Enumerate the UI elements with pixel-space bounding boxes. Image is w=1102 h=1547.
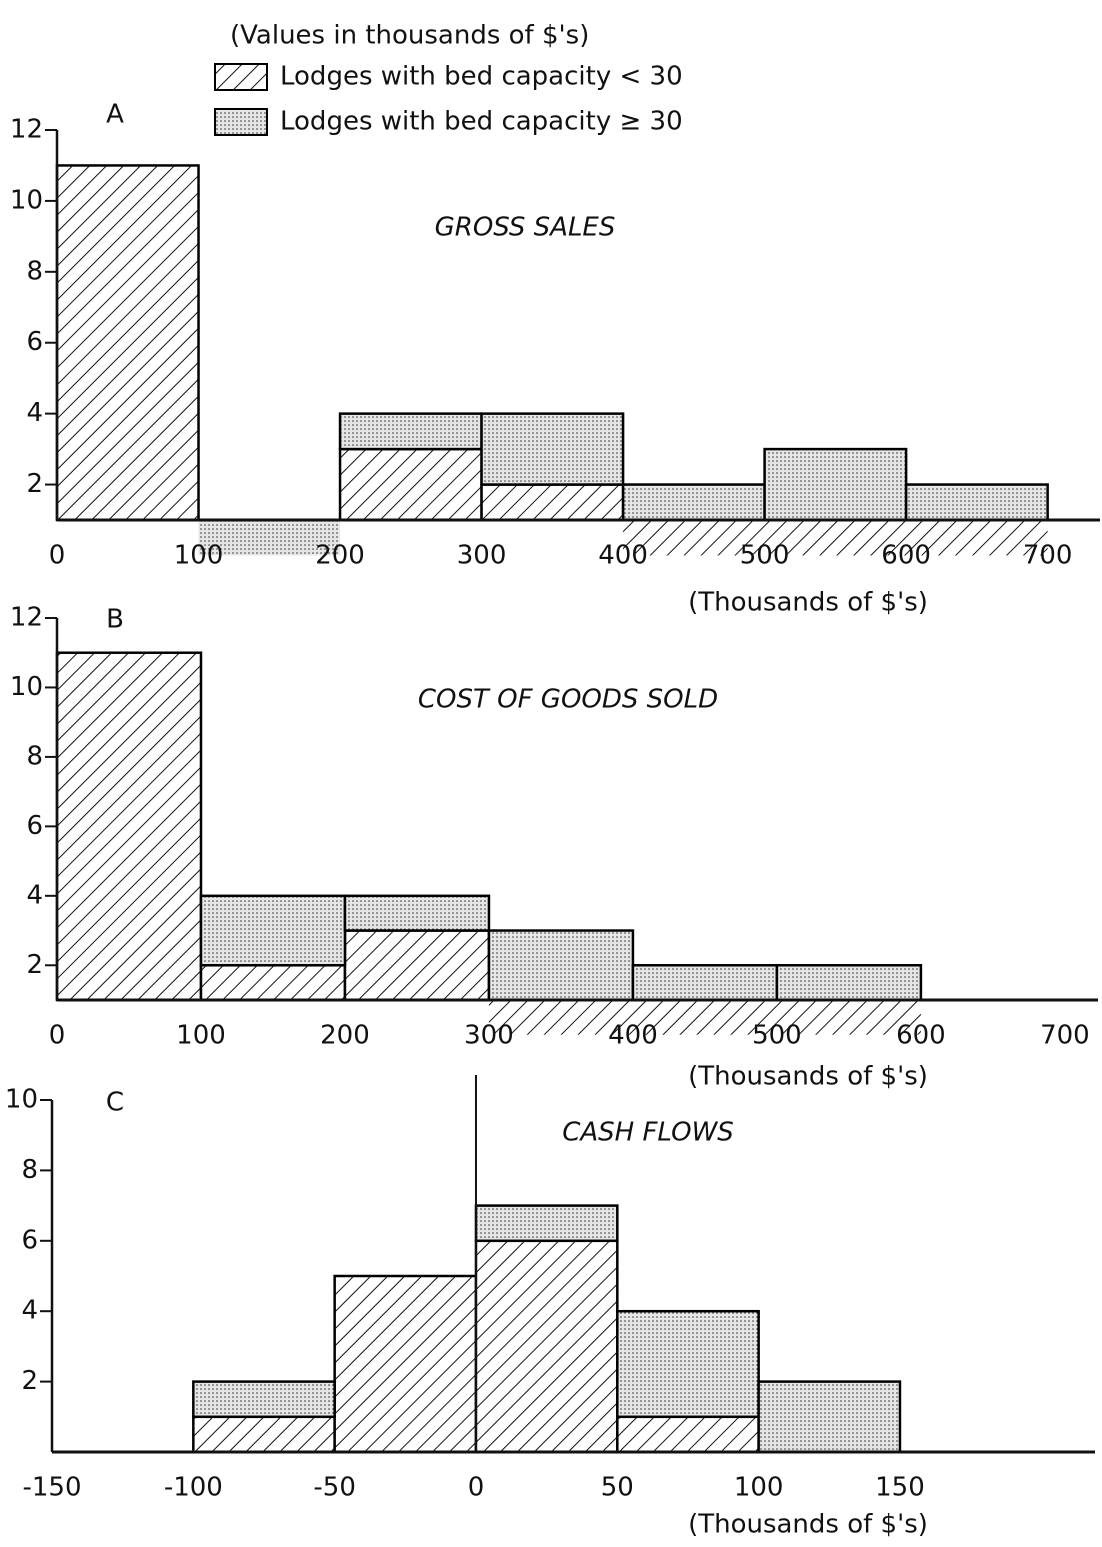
bar [198, 520, 341, 556]
y-tick-label: 10 [5, 1085, 38, 1115]
y-tick-label: 10 [10, 672, 43, 702]
bar [338, 447, 483, 522]
x-tick-label: 700 [1040, 1021, 1090, 1051]
bar [623, 520, 765, 556]
chart-title: GROSS SALES [435, 213, 616, 243]
x-axis-label: (Thousands of $'s) [688, 588, 928, 618]
x-tick-label: 0 [468, 1473, 485, 1503]
x-tick-label: 0 [49, 541, 66, 571]
y-tick-label: 4 [26, 880, 43, 910]
bar [338, 412, 483, 451]
bar [55, 164, 200, 522]
x-tick-label: 100 [176, 1021, 226, 1051]
x-tick-label: 600 [896, 1021, 946, 1051]
bar [775, 964, 923, 1002]
bar [488, 1000, 633, 1035]
x-axis-label: (Thousands of $'s) [688, 1510, 928, 1540]
x-tick-label: 200 [320, 1021, 370, 1051]
bar [904, 483, 1049, 522]
bar [621, 483, 766, 522]
x-tick-label: 150 [875, 1473, 925, 1503]
y-tick-label: 12 [10, 115, 43, 145]
y-tick-label: 2 [21, 1366, 38, 1396]
bar [480, 483, 625, 522]
bar [776, 1000, 921, 1035]
y-tick-label: 6 [26, 811, 43, 841]
y-tick-label: 4 [26, 398, 43, 428]
bar [906, 520, 1048, 556]
x-axis-label: (Thousands of $'s) [688, 1062, 928, 1092]
x-tick-label: 600 [881, 541, 931, 571]
x-tick-label: 200 [315, 541, 365, 571]
bar [192, 1415, 336, 1454]
panel-label: A [106, 100, 124, 130]
legend-label: Lodges with bed capacity < 30 [280, 62, 683, 92]
bar [763, 447, 908, 522]
bar [55, 651, 203, 1002]
bar [199, 894, 347, 967]
chart-title: COST OF GOODS SOLD [418, 685, 718, 715]
bar [487, 929, 635, 1002]
legend-label: Lodges with bed capacity ≥ 30 [280, 107, 683, 137]
chart-title: CASH FLOWS [562, 1118, 734, 1148]
y-tick-label: 8 [26, 741, 43, 771]
y-tick-label: 6 [26, 327, 43, 357]
bar [333, 1274, 478, 1454]
x-tick-label: 400 [598, 541, 648, 571]
legend-swatch [214, 108, 268, 136]
y-tick-label: 10 [10, 185, 43, 215]
panel-label: B [106, 605, 124, 635]
y-tick-label: 2 [26, 469, 43, 499]
x-tick-label: 500 [752, 1021, 802, 1051]
bar [343, 894, 491, 932]
y-tick-label: 8 [26, 256, 43, 286]
x-tick-label: 100 [174, 541, 224, 571]
bar [632, 1000, 777, 1035]
bar [757, 1380, 902, 1454]
bar [474, 1239, 619, 1454]
x-tick-label: 100 [734, 1473, 784, 1503]
x-tick-label: -50 [313, 1473, 355, 1503]
legend-title: (Values in thousands of $'s) [230, 21, 589, 51]
bar [616, 1415, 760, 1454]
y-tick-label: 2 [26, 950, 43, 980]
y-tick-label: 8 [21, 1155, 38, 1185]
x-tick-label: -150 [22, 1473, 81, 1503]
bar [199, 964, 347, 1002]
y-tick-label: 4 [21, 1296, 38, 1326]
panel-label: C [106, 1088, 124, 1118]
x-tick-label: 400 [608, 1021, 658, 1051]
x-tick-label: 0 [49, 1021, 66, 1051]
bar [474, 1204, 619, 1243]
legend-swatch [214, 63, 268, 91]
y-tick-label: 6 [21, 1225, 38, 1255]
bar [764, 520, 907, 556]
x-tick-label: 500 [740, 541, 790, 571]
bar [343, 929, 491, 1002]
bar [631, 964, 779, 1002]
bar [616, 1309, 760, 1419]
x-tick-label: 300 [464, 1021, 514, 1051]
x-tick-label: 700 [1023, 541, 1073, 571]
bar [480, 412, 625, 486]
bar [192, 1380, 336, 1419]
x-tick-label: 50 [601, 1473, 634, 1503]
y-tick-label: 12 [10, 603, 43, 633]
x-tick-label: -100 [164, 1473, 223, 1503]
x-tick-label: 300 [457, 541, 507, 571]
